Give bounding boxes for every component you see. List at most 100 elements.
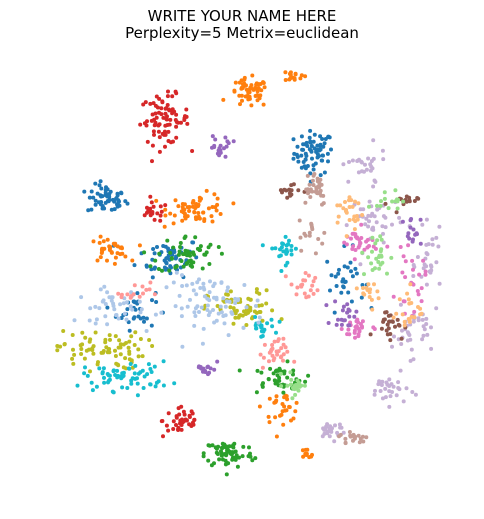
scatter-point <box>322 170 327 175</box>
scatter-point <box>86 208 91 213</box>
scatter-point <box>126 345 131 350</box>
scatter-point <box>279 412 284 417</box>
scatter-point <box>71 347 75 352</box>
scatter-point <box>335 430 340 435</box>
scatter-point <box>424 217 429 222</box>
scatter-point <box>82 356 87 361</box>
scatter-point <box>232 441 237 446</box>
scatter-point <box>106 380 110 385</box>
scatter-point <box>297 218 302 223</box>
scatter-point <box>315 143 320 148</box>
scatter-point <box>148 382 153 387</box>
scatter-point <box>397 387 402 392</box>
scatter-point <box>362 247 367 252</box>
scatter-point <box>191 250 196 255</box>
scatter-point <box>399 342 404 346</box>
scatter-point <box>305 164 310 168</box>
scatter-point <box>299 383 304 388</box>
scatter-point <box>300 448 305 453</box>
scatter-point <box>205 303 210 308</box>
scatter-point <box>113 243 117 248</box>
scatter-point <box>270 353 275 358</box>
scatter-point <box>221 314 226 318</box>
scatter-point <box>111 368 116 373</box>
scatter-point <box>341 304 346 309</box>
scatter-point <box>183 234 188 239</box>
scatter-point <box>375 238 380 243</box>
scatter-point <box>163 123 168 128</box>
scatter-point <box>183 417 188 422</box>
scatter-point <box>381 157 386 162</box>
scatter-point <box>394 393 399 398</box>
scatter-point <box>142 319 146 324</box>
scatter-point <box>349 236 353 241</box>
scatter-point <box>220 457 225 462</box>
scatter-point <box>210 145 214 150</box>
scatter-point <box>206 313 211 318</box>
scatter-point <box>97 240 102 245</box>
scatter-point <box>224 453 229 458</box>
scatter-point <box>412 315 417 320</box>
scatter-point <box>148 264 153 269</box>
scatter-point <box>310 178 315 183</box>
scatter-point <box>391 315 396 320</box>
chart-title-block: WRITE YOUR NAME HERE Perplexity=5 Metrix… <box>0 8 484 42</box>
scatter-point <box>110 389 115 394</box>
scatter-point <box>333 423 337 428</box>
scatter-point <box>311 139 316 144</box>
scatter-point <box>75 383 80 388</box>
scatter-point <box>307 147 312 152</box>
scatter-point <box>152 292 157 297</box>
scatter-point <box>245 93 250 98</box>
scatter-point <box>201 326 206 331</box>
scatter-point <box>414 231 419 236</box>
scatter-point <box>112 307 117 312</box>
scatter-point <box>218 304 223 309</box>
scatter-point <box>101 298 106 303</box>
scatter-point <box>185 121 190 126</box>
scatter-point <box>179 314 184 319</box>
scatter-point <box>350 247 355 251</box>
scatter-point <box>347 332 352 337</box>
scatter-point <box>100 371 105 376</box>
scatter-point <box>291 372 295 377</box>
scatter-point <box>411 274 416 278</box>
scatter-point <box>405 330 410 335</box>
scatter-point <box>177 293 182 298</box>
scatter-point <box>273 415 278 420</box>
scatter-point <box>244 87 249 92</box>
scatter-point <box>139 307 144 312</box>
scatter-point <box>311 173 316 178</box>
scatter-point <box>282 404 287 409</box>
scatter-point <box>148 194 153 199</box>
scatter-point <box>261 102 266 107</box>
scatter-point <box>298 76 303 81</box>
scatter-point <box>105 305 110 310</box>
scatter-point <box>172 381 177 386</box>
scatter-point <box>424 322 429 326</box>
scatter-point <box>285 349 290 354</box>
scatter-point <box>311 279 316 284</box>
scatter-point <box>217 146 222 151</box>
scatter-point <box>328 288 332 293</box>
scatter-point <box>196 211 201 215</box>
scatter-point <box>180 218 185 223</box>
scatter-point <box>179 120 183 125</box>
scatter-point <box>387 404 392 409</box>
scatter-point <box>147 287 152 292</box>
scatter-point <box>138 310 143 315</box>
scatter-point <box>254 390 259 395</box>
scatter-point <box>434 306 439 311</box>
scatter-point <box>163 111 168 116</box>
scatter-point <box>376 382 381 387</box>
scatter-point <box>337 434 341 439</box>
scatter-point <box>157 251 162 256</box>
scatter-point <box>163 213 168 218</box>
scatter-point <box>120 251 125 256</box>
scatter-point <box>145 210 149 215</box>
scatter-point <box>344 208 349 212</box>
scatter-point <box>285 195 290 200</box>
scatter-point <box>352 328 357 333</box>
scatter-point <box>299 248 304 253</box>
scatter-point <box>369 164 374 169</box>
